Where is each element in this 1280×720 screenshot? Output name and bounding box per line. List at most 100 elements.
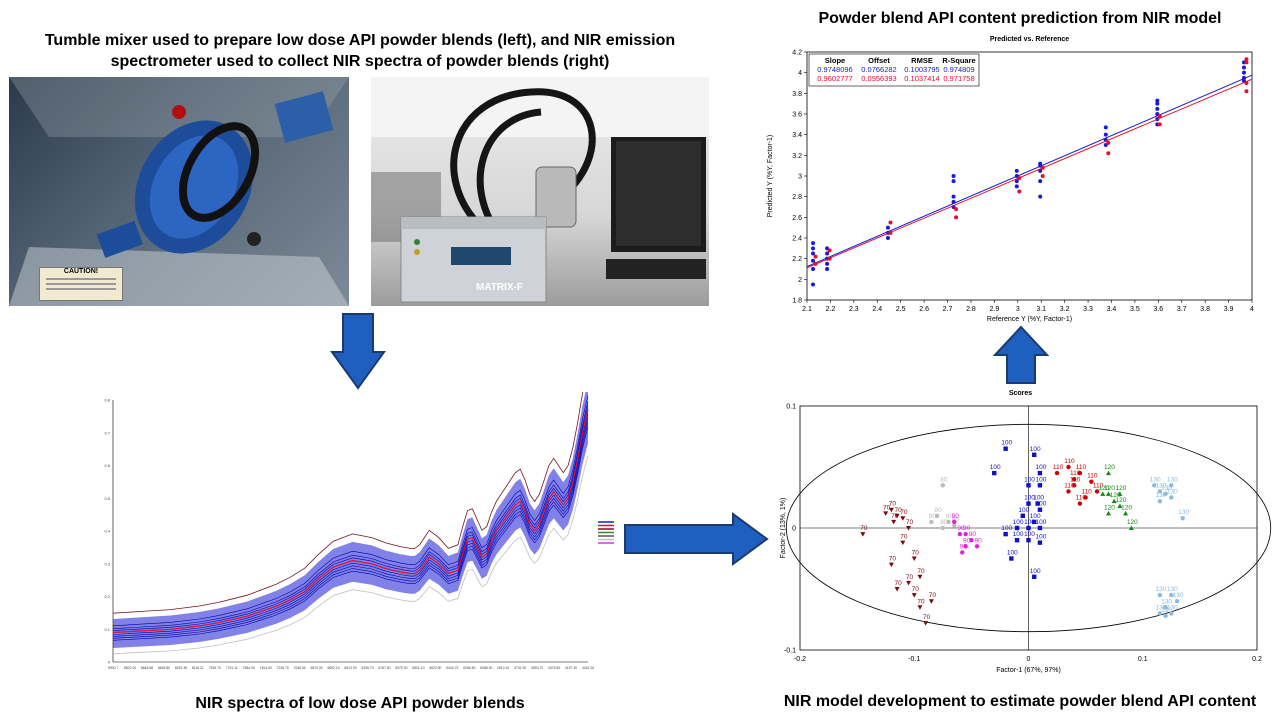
score-point: [963, 544, 968, 549]
arrow-down-icon: [330, 313, 386, 390]
score-point-label: 130: [1167, 604, 1178, 611]
score-point: [1174, 599, 1180, 604]
score-point-label: 110: [1070, 470, 1081, 477]
score-point: [1037, 470, 1043, 476]
score-point: [1123, 510, 1129, 516]
score-point: [1077, 501, 1083, 506]
x-tick-label: 6513.90: [344, 666, 356, 670]
stats-cell: 0.971758: [943, 74, 974, 83]
score-point: [1169, 592, 1174, 598]
data-point: [1040, 174, 1045, 178]
score-point-label: 100: [1013, 531, 1024, 538]
data-point: [1157, 114, 1162, 119]
score-point-label: 100: [1013, 519, 1024, 526]
score-point: [1003, 531, 1008, 537]
score-point-label: 130: [1155, 604, 1166, 611]
x-tick-label: 2.4: [872, 306, 882, 313]
data-point: [1155, 98, 1160, 103]
score-point-label: 100: [990, 464, 1001, 471]
data-point: [1017, 176, 1022, 181]
score-point: [1037, 483, 1043, 488]
x-tick-label: 7048.50: [293, 666, 305, 670]
data-point: [827, 256, 832, 261]
score-point: [1100, 491, 1106, 496]
score-point: [992, 470, 997, 476]
data-point: [1038, 194, 1043, 199]
score-point-label: 70: [917, 568, 925, 575]
score-point: [1089, 479, 1094, 484]
x-tick-label: 2.2: [826, 306, 836, 313]
score-point: [957, 531, 963, 537]
score-point: [860, 532, 866, 537]
score-point: [1066, 489, 1071, 494]
stats-header: R-Square: [942, 56, 975, 65]
data-point: [1241, 70, 1246, 75]
score-point-label: 70: [912, 550, 920, 557]
score-point-label: 70: [894, 580, 902, 587]
x-tick-label: 3.2: [1060, 306, 1070, 313]
score-point: [974, 544, 980, 549]
score-point-label: 120: [1115, 497, 1126, 504]
score-point-label: 100: [1035, 501, 1046, 508]
score-point-label: 120: [1121, 504, 1132, 511]
x-tick-label: 2.6: [919, 306, 929, 313]
score-point: [891, 519, 897, 525]
y-tick-label: 0.1: [104, 627, 110, 632]
score-point-label: 100: [1007, 550, 1018, 557]
score-point-label: 110: [1081, 489, 1092, 496]
score-point-label: 80: [946, 513, 954, 520]
score-point-label: 70: [900, 509, 908, 516]
score-point-label: 120: [1104, 485, 1115, 492]
score-point: [1094, 489, 1100, 494]
score-point: [1014, 538, 1020, 543]
y-tick-label: 0.2: [104, 594, 110, 599]
score-point: [1072, 483, 1077, 488]
y-tick-label: 0.1: [786, 404, 796, 411]
x-tick-label: 7935.70: [209, 666, 221, 670]
spectrum-line: [113, 395, 589, 627]
x-axis-label: Reference Y (%Y, Factor-1): [987, 316, 1072, 323]
tumble-mixer-photo: CAUTION!: [9, 77, 349, 306]
data-point: [1040, 165, 1045, 170]
score-point-label: 120: [1098, 485, 1109, 492]
score-point: [917, 574, 923, 580]
x-tick-label: 4910.10: [497, 666, 509, 670]
x-tick-label: 2.3: [849, 306, 859, 313]
score-point-label: 100: [1018, 507, 1029, 514]
score-point: [1180, 516, 1185, 521]
x-tick-label: 3.4: [1107, 306, 1117, 313]
score-point: [888, 507, 894, 513]
stats-header: RMSE: [911, 56, 933, 65]
data-point: [811, 241, 816, 246]
x-tick-label: 6870.30: [310, 666, 322, 670]
score-point-label: 130: [1167, 586, 1178, 593]
stats-cell: 0.0766282: [861, 65, 896, 74]
x-tick-label: 5622.90: [429, 666, 441, 670]
y-tick-label: 3.6: [792, 112, 802, 119]
stats-cell: 0.1037414: [904, 74, 939, 83]
score-point-label: 120: [1127, 519, 1138, 526]
y-tick-label: 0.4: [104, 529, 110, 534]
score-point-label: 110: [1076, 495, 1087, 502]
score-point-label: 80: [940, 519, 948, 526]
y-axis-label: Predicted Y (%Y, Factor-1): [767, 135, 774, 217]
score-point: [1026, 538, 1031, 543]
spectrum-line: [113, 422, 589, 639]
y-tick-label: 3.4: [792, 132, 802, 139]
score-point: [946, 519, 951, 525]
score-point: [911, 593, 917, 598]
score-point: [923, 621, 929, 626]
score-point-label: 70: [883, 504, 891, 511]
mixer-drum-icon: [96, 105, 261, 258]
score-point-label: 70: [917, 598, 925, 605]
x-tick-label: 5088.30: [480, 666, 492, 670]
score-point-label: 70: [891, 513, 899, 520]
x-tick-label: 7226.70: [277, 666, 289, 670]
data-point: [813, 261, 818, 266]
x-tick-label: 0.2: [1252, 656, 1262, 663]
score-point-label: 110: [1053, 464, 1064, 471]
spectra-band: [113, 392, 588, 648]
score-point: [911, 556, 917, 561]
x-tick-label: 2.9: [990, 306, 1000, 313]
y-tick-label: 0: [108, 660, 111, 665]
